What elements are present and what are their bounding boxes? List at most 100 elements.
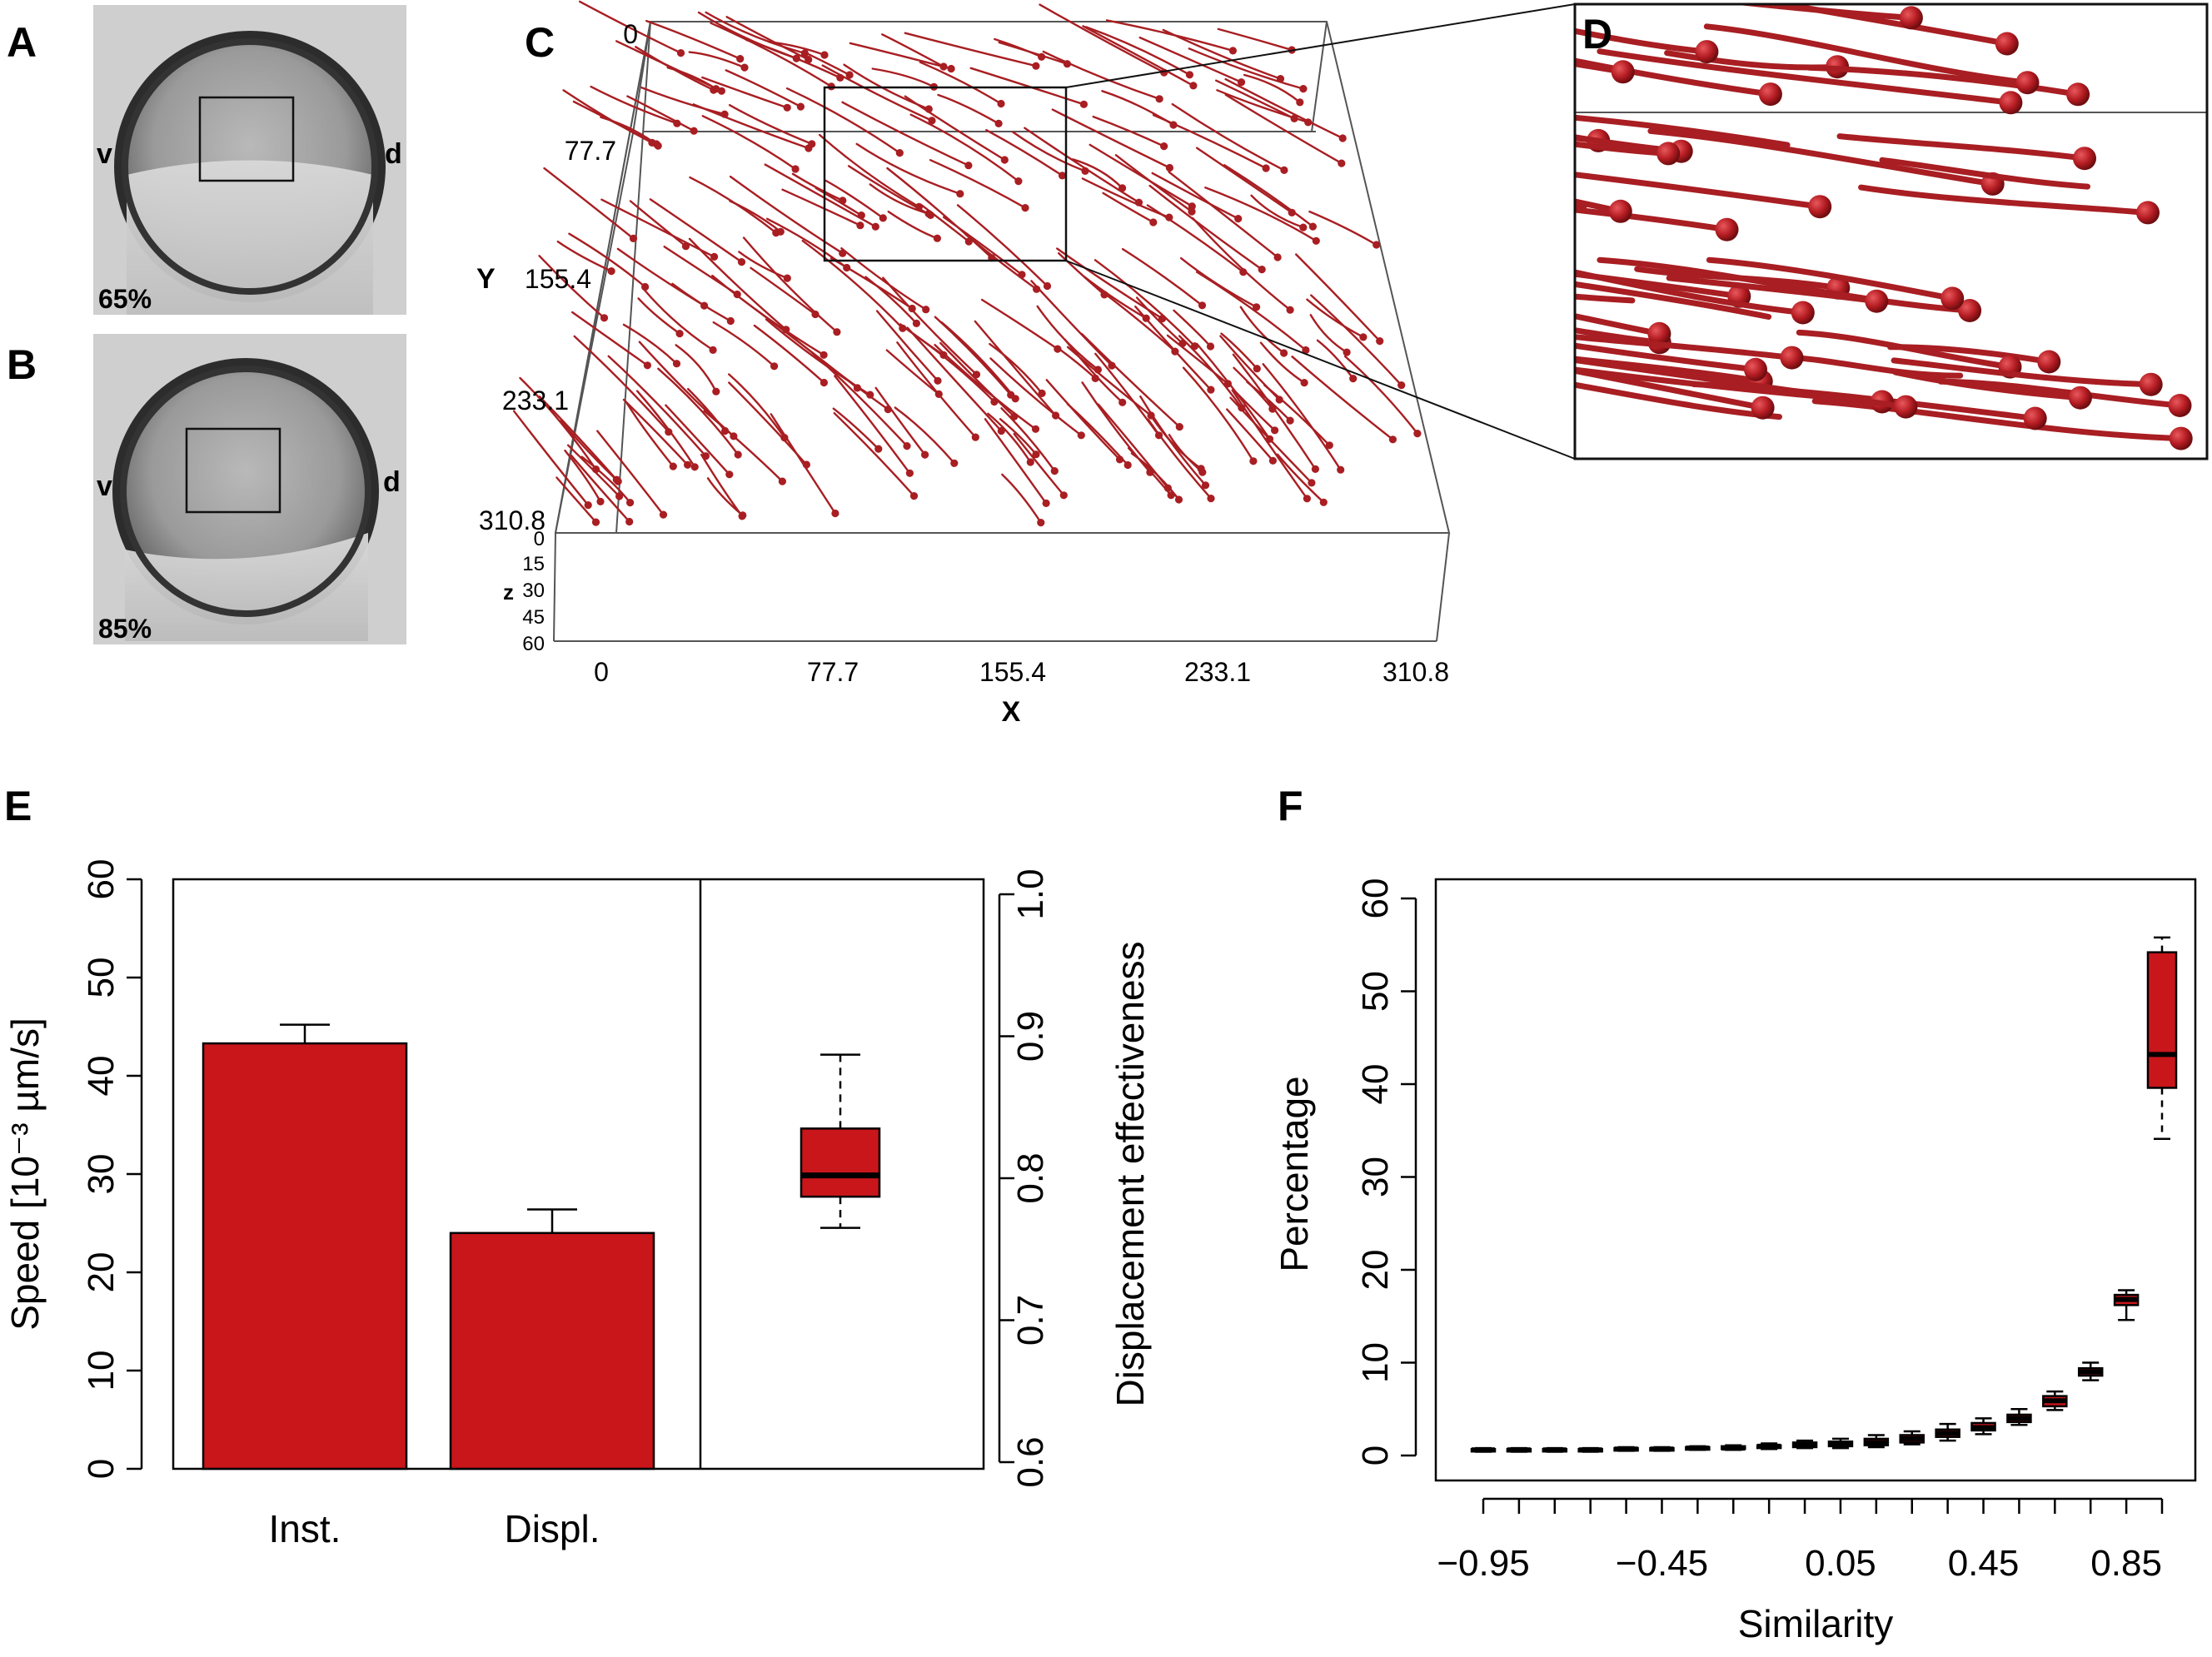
cell-position (899, 324, 907, 332)
cell-trajectory (1013, 432, 1065, 496)
cell-trajectory (821, 64, 934, 122)
zoomed-cell-position (1865, 289, 1889, 313)
cell-trajectory (825, 179, 884, 220)
cell-position (1174, 495, 1183, 504)
cell-position (1343, 348, 1351, 356)
zoomed-trajectory (1836, 133, 2088, 162)
zoomed-trajectory (1575, 61, 1627, 75)
zoom-box (823, 86, 1068, 262)
cell-trajectory (1233, 366, 1274, 411)
speed-bars: Inst. Displ. (202, 1023, 655, 1550)
zoomed-cell-position (1791, 301, 1815, 325)
cell-trajectory (590, 85, 679, 125)
cell-position (1207, 495, 1215, 503)
cell-position (1300, 379, 1308, 387)
zoomed-cell-position (1894, 395, 1918, 419)
cell-trajectory (568, 232, 646, 288)
stage-label-b: 85% (98, 614, 152, 644)
cell-position (811, 310, 820, 319)
zoomed-trajectory (1575, 135, 1602, 144)
cell-position (600, 314, 609, 322)
cell-position (1207, 386, 1215, 394)
cell-position (659, 510, 668, 519)
cell-trajectory (1056, 247, 1163, 320)
cell-position (1299, 223, 1308, 231)
cell-position (778, 477, 787, 485)
cell-trajectory (956, 204, 1049, 287)
cell-position (1190, 342, 1199, 351)
cell-trajectory (1042, 50, 1161, 100)
cell-trajectory (818, 133, 920, 208)
x-axis-label-f: Similarity (1738, 1602, 1894, 1645)
cell-position (669, 462, 677, 470)
cell-trajectory (1217, 27, 1293, 52)
dorsal-label-a: d (385, 138, 402, 170)
cell-trajectory (1066, 403, 1129, 466)
cell-position (833, 328, 841, 336)
z-tick-1: 15 (522, 553, 545, 575)
panel-f-letter: F (1278, 783, 1303, 829)
cell-trajectory (1114, 154, 1193, 213)
cell-trajectory (909, 113, 1020, 182)
cell-position (874, 445, 883, 453)
cell-position (1302, 346, 1310, 355)
cell-trajectory (570, 455, 630, 523)
cell-trajectory (964, 233, 1038, 291)
cell-trajectory (1082, 25, 1195, 87)
zoomed-trajectory (1575, 327, 1663, 346)
cell-position (1167, 491, 1175, 500)
cell-trajectory (1262, 363, 1342, 471)
x-tick-3: 233.1 (1184, 657, 1251, 687)
cell-position (1288, 208, 1296, 216)
cell-trajectory (750, 266, 817, 316)
cell-position (1077, 431, 1085, 440)
cell-trajectory (1309, 314, 1348, 354)
cell-trajectory (980, 298, 1059, 351)
cell-position (924, 105, 933, 113)
cell-position (1160, 142, 1168, 151)
left-axis-label-e: Speed [10⁻³ µm/s] (3, 1018, 47, 1331)
zoomed-trajectory (1575, 367, 1766, 411)
x-axis-label: X (1002, 696, 1021, 728)
y-tick-1: 77.7 (565, 136, 616, 166)
cell-trajectory (1243, 73, 1301, 104)
cell-trajectory (1064, 338, 1123, 404)
cell-trajectory (869, 183, 930, 215)
cell-trajectory (882, 276, 978, 376)
z-tick-2: 30 (522, 580, 545, 602)
cell-trajectory (738, 251, 789, 280)
cell-position (1275, 396, 1283, 404)
cell-position (1237, 78, 1246, 87)
cell-trajectory (596, 430, 665, 516)
cell-position (1286, 416, 1294, 425)
cell-trajectory (1168, 171, 1279, 259)
cell-trajectory (622, 398, 689, 466)
cell-position (673, 119, 681, 127)
cell-position (1165, 213, 1173, 221)
cell-trajectory (725, 69, 802, 108)
y-axis-tick-label-f: 30 (1355, 1157, 1396, 1197)
cell-trajectory (600, 116, 660, 147)
cell-position (1338, 159, 1346, 167)
zoomed-trajectory (1706, 256, 1955, 301)
embryo-a-image (114, 31, 386, 315)
cell-position (908, 304, 916, 313)
cell-position (1185, 71, 1193, 79)
cell-trajectory (555, 476, 597, 524)
zoom-connector-top (1065, 3, 1576, 88)
cell-position (1253, 365, 1261, 373)
cell-trajectory (1223, 164, 1314, 228)
dorsal-label-b: d (383, 466, 401, 498)
cell-trajectory (645, 19, 741, 60)
cell-position (800, 49, 810, 57)
cell-position (1188, 207, 1196, 216)
zoomed-trajectory (1575, 134, 1685, 155)
cell-trajectory (1045, 379, 1121, 461)
left-axis-tick-label: 30 (81, 1154, 122, 1195)
cell-trajectory (1001, 473, 1042, 524)
cell-position (903, 442, 911, 450)
cell-trajectory (701, 76, 789, 109)
cell-position (1007, 391, 1015, 399)
cell-position (1189, 82, 1198, 90)
cell-trajectory (899, 323, 945, 356)
